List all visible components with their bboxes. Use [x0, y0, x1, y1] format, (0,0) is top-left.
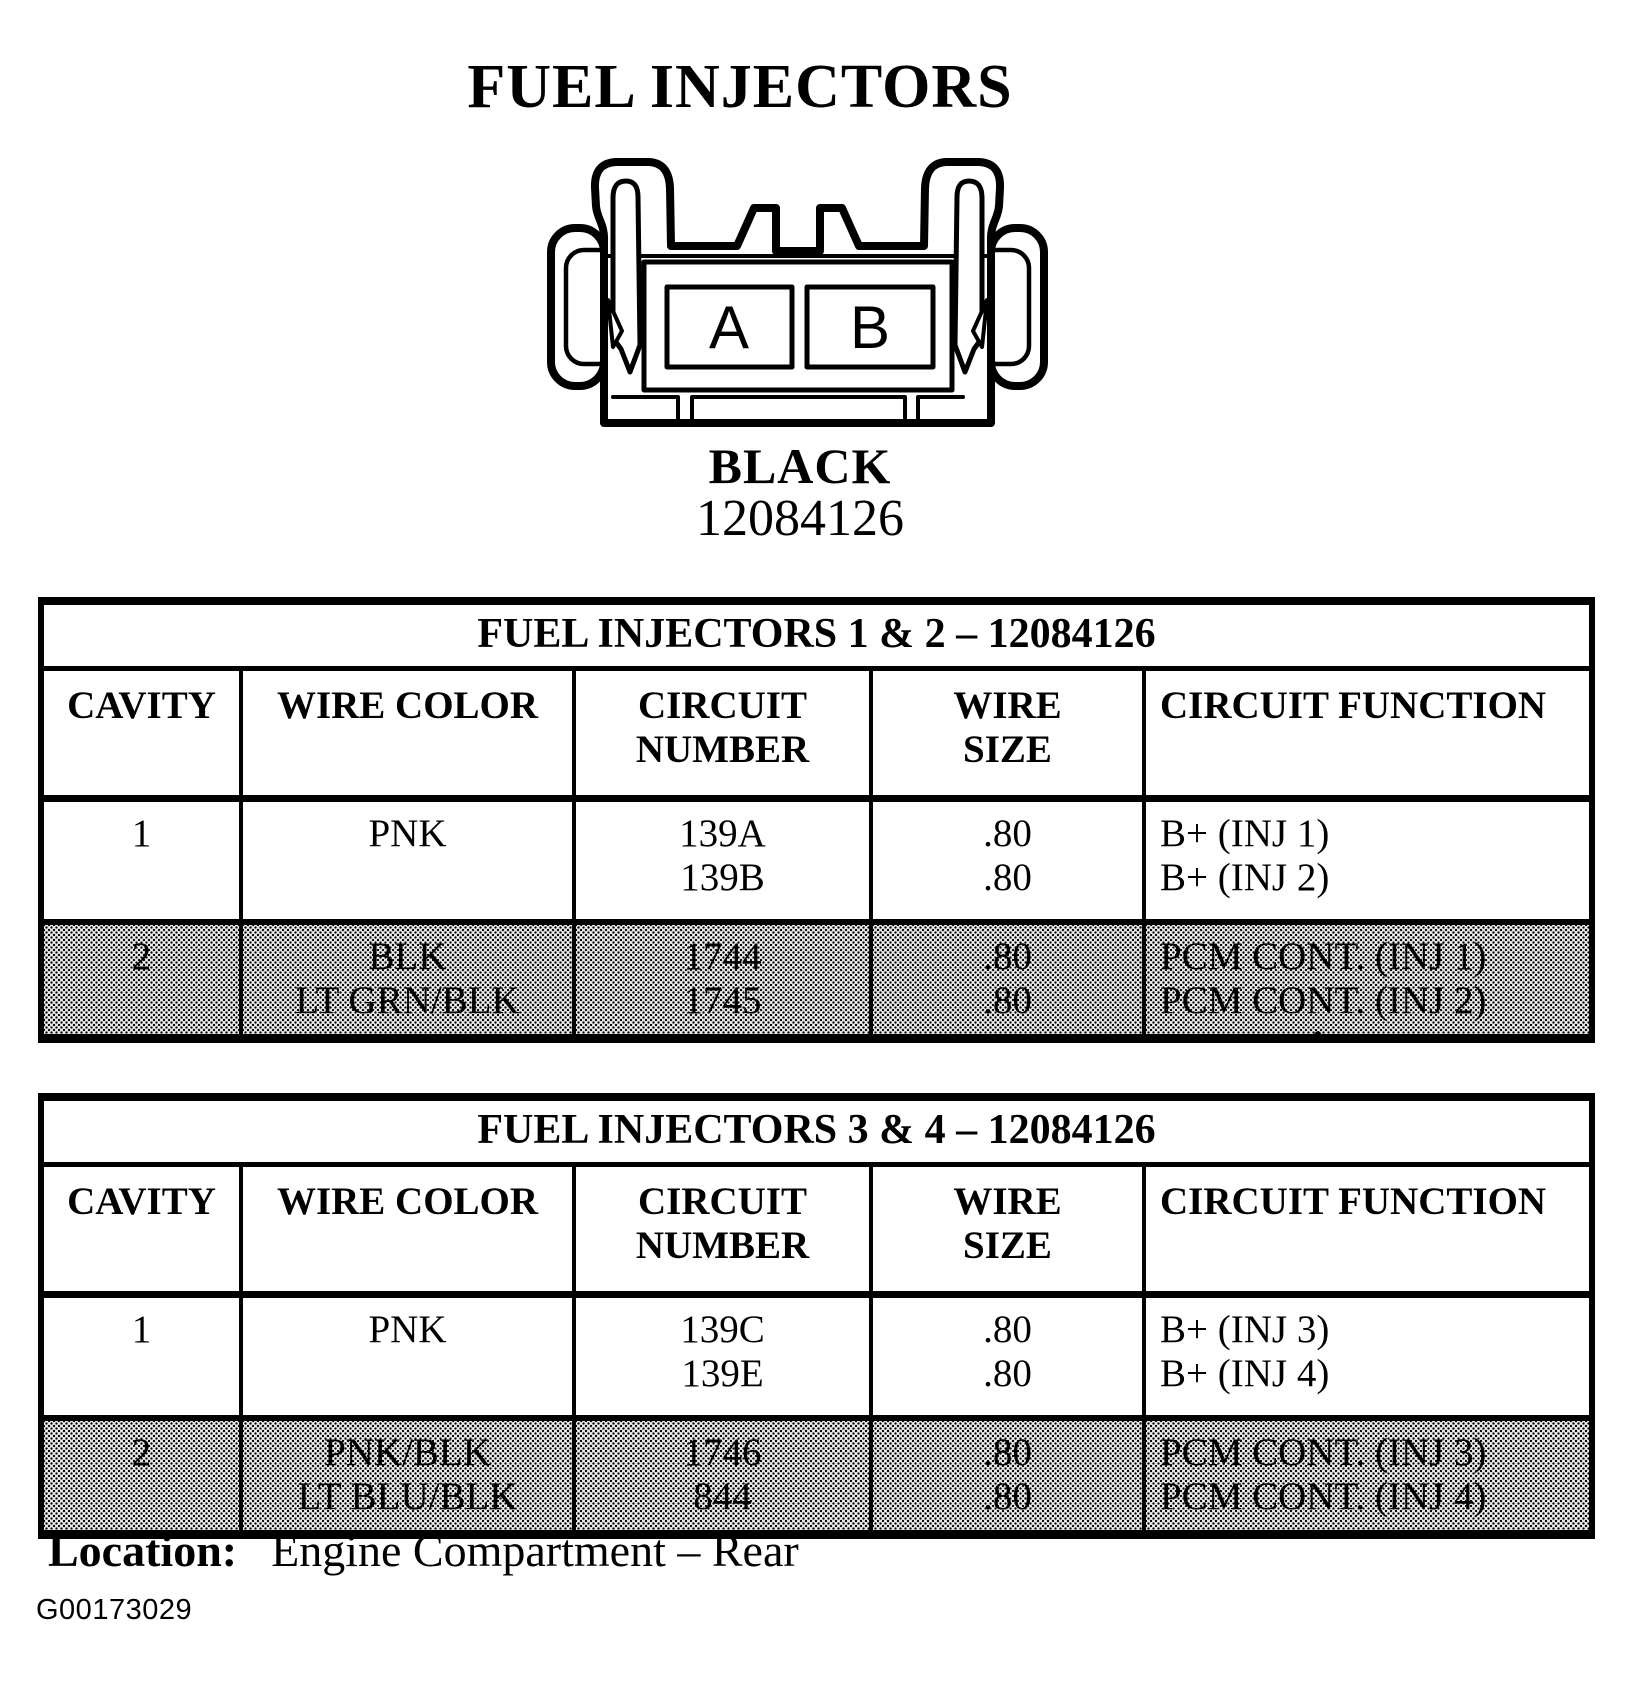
cell-circuit-function: PCM CONT. (INJ 1) PCM CONT. (INJ 2): [1142, 919, 1592, 1039]
right-latch-barb: [971, 298, 989, 349]
cavity-a-box: [664, 284, 795, 370]
connector-color-label: BLACK: [708, 438, 892, 494]
cell-wire-size: .80.80: [869, 1415, 1144, 1535]
col-header-circuit-function: CIRCUIT FUNCTION: [1142, 668, 1592, 802]
col-header-cavity: CAVITY: [41, 668, 241, 802]
col-header-circuit-function: CIRCUIT FUNCTION: [1142, 1164, 1592, 1298]
cell-cavity: 2: [41, 1415, 241, 1535]
cell-circuit-function: PCM CONT. (INJ 3) PCM CONT. (INJ 4): [1142, 1415, 1592, 1535]
table-title: FUEL INJECTORS 3 & 4 – 12084126: [41, 1097, 1592, 1167]
cell-circuit-number: 1746 844: [572, 1415, 871, 1535]
cell-cavity: 1: [131, 1308, 152, 1351]
table-row: 1 PNK 139C 139E .80.80 B+ (INJ 3) B+ (INJ …: [41, 1294, 1592, 1418]
cell-cavity: 1: [131, 812, 152, 855]
cavity-b-label: B: [850, 294, 890, 361]
cell-wire-size: .80.80: [869, 798, 1144, 922]
cell-circuit-number: 139A 139B: [572, 798, 871, 922]
table-fuel-injectors-3-4: FUEL INJECTORS 3 & 4 – 12084126 CAVITY W…: [38, 1093, 1595, 1539]
col-header-circuit-number: CIRCUIT NUMBER: [572, 668, 871, 802]
connector-body: [590, 158, 1005, 427]
terminal-area: [641, 259, 955, 393]
table-fuel-injectors-1-2: FUEL INJECTORS 1 & 2 – 12084126 CAVITY W…: [38, 597, 1595, 1043]
figure-id: G00173029: [36, 1594, 193, 1626]
cell-circuit-function: B+ (INJ 1) B+ (INJ 2): [1142, 798, 1592, 922]
cell-circuit-function: B+ (INJ 3) B+ (INJ 4): [1142, 1294, 1592, 1418]
cell-circuit-number: 1744 1745: [572, 919, 871, 1039]
cell-wire-color: PNK: [239, 798, 574, 922]
table-row: 2 BLK LT GRN/BLK 1744 1745 .80.80 PCM CONT…: [41, 919, 1592, 1039]
connector-bottom-lip: [611, 395, 965, 421]
cell-cavity: 2: [41, 919, 241, 1039]
table-title: FUEL INJECTORS 1 & 2 – 12084126: [41, 601, 1592, 671]
page-title: FUEL INJECTORS: [467, 53, 1013, 121]
left-latch-barb: [606, 298, 624, 349]
cell-wire-size: .80.80: [869, 919, 1144, 1039]
cavity-b-box: [804, 284, 936, 370]
col-header-circuit-number: CIRCUIT NUMBER: [572, 1164, 871, 1298]
connector-caption: BLACK 12084126: [0, 440, 1600, 546]
location-value: Engine Compartment – Rear: [271, 1525, 799, 1576]
table-row: 1 PNK 139A 139B .80.80 B+ (INJ 1) B+ (INJ …: [41, 798, 1592, 922]
col-header-wire-color: WIRE COLOR: [239, 668, 574, 802]
location-line: Location: Engine Compartment – Rear: [48, 1524, 799, 1577]
location-label: Location:: [48, 1525, 238, 1576]
cell-wire-color: PNK/BLK LT BLU/BLK: [239, 1415, 574, 1535]
cell-wire-size: .80.80: [869, 1294, 1144, 1418]
cavity-a-label: A: [709, 294, 749, 361]
col-header-wire-color: WIRE COLOR: [239, 1164, 574, 1298]
col-header-wire-size: WIRE SIZE: [869, 1164, 1144, 1298]
col-header-cavity: CAVITY: [41, 1164, 241, 1298]
cell-wire-color: BLK LT GRN/BLK: [239, 919, 574, 1039]
table-row: 2 PNK/BLK LT BLU/BLK 1746 844 .80.80 PCM C…: [41, 1415, 1592, 1535]
cell-wire-color: PNK: [239, 1294, 574, 1418]
col-header-wire-size: WIRE SIZE: [869, 668, 1144, 802]
connector-part-number: 12084126: [696, 490, 904, 547]
cell-circuit-number: 139C 139E: [572, 1294, 871, 1418]
connector-diagram: A B: [547, 158, 1048, 427]
